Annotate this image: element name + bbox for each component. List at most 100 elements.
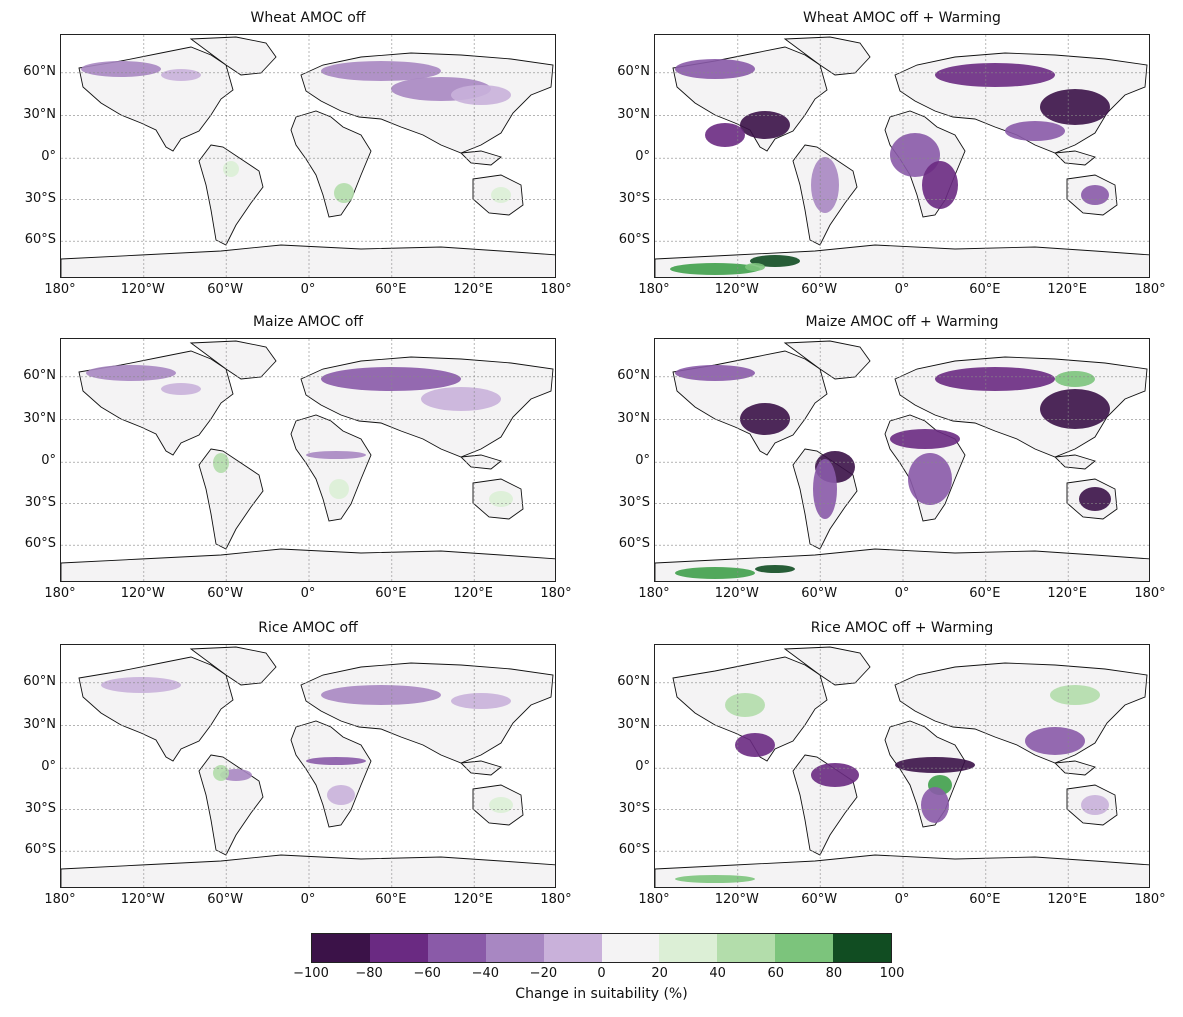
latitude-label: 60°N bbox=[23, 673, 56, 689]
suitability-change-region bbox=[750, 255, 800, 267]
map-panel-maize-amoc-off bbox=[60, 338, 556, 582]
colorbar-tick-label: 100 bbox=[879, 966, 905, 981]
suitability-change-region bbox=[705, 123, 745, 147]
latitude-label: 60°N bbox=[23, 63, 56, 79]
suitability-change-region bbox=[329, 479, 349, 499]
latitude-label: 60°S bbox=[618, 232, 650, 248]
suitability-change-region bbox=[489, 491, 513, 507]
suitability-change-region bbox=[321, 685, 441, 705]
colorbar-tick-label: 40 bbox=[709, 966, 726, 981]
suitability-change-region bbox=[670, 263, 760, 275]
suitability-change-region bbox=[491, 187, 511, 203]
latitude-label: 60°S bbox=[24, 842, 56, 858]
colorbar-segment bbox=[543, 934, 602, 962]
longitude-label: 60°W bbox=[207, 586, 244, 601]
landmass-outline bbox=[290, 414, 372, 522]
suitability-change-region bbox=[740, 403, 790, 435]
panel-title-maize-amoc-off-warming: Maize AMOC off + Warming bbox=[805, 314, 999, 330]
latitude-label: 30°S bbox=[24, 190, 56, 206]
suitability-change-region bbox=[213, 453, 229, 473]
longitude-label: 60°E bbox=[969, 282, 1001, 297]
suitability-change-region bbox=[908, 453, 952, 505]
colorbar-segment bbox=[427, 934, 486, 962]
longitude-label: 180° bbox=[1134, 586, 1166, 601]
suitability-change-region bbox=[1025, 727, 1085, 755]
latitude-label: 60°N bbox=[617, 367, 650, 383]
panel-title-wheat-amoc-off: Wheat AMOC off bbox=[250, 10, 366, 26]
longitude-label: 120°W bbox=[120, 282, 165, 297]
colorbar-segment bbox=[485, 934, 544, 962]
landmass-outline bbox=[655, 548, 1149, 581]
latitude-label: 0° bbox=[41, 453, 56, 469]
map-svg-maize-amoc-off bbox=[61, 339, 555, 581]
landmass-outline bbox=[655, 244, 1149, 277]
longitude-label: 120°E bbox=[1047, 282, 1087, 297]
latitude-label: 30°S bbox=[24, 800, 56, 816]
suitability-change-region bbox=[735, 733, 775, 757]
latitude-label: 0° bbox=[635, 149, 650, 165]
suitability-change-region bbox=[890, 429, 960, 449]
colorbar-tick-label: −20 bbox=[529, 966, 558, 981]
longitude-label: 0° bbox=[894, 282, 910, 297]
suitability-change-region bbox=[306, 757, 366, 765]
map-panel-maize-amoc-off-warming bbox=[654, 338, 1150, 582]
latitude-label: 0° bbox=[635, 453, 650, 469]
landmass-outline bbox=[189, 36, 277, 76]
map-panel-rice-amoc-off bbox=[60, 644, 556, 888]
latitude-label: 0° bbox=[635, 759, 650, 775]
colorbar-segment bbox=[312, 934, 370, 962]
colorbar-segment bbox=[369, 934, 428, 962]
suitability-change-region bbox=[1055, 371, 1095, 387]
latitude-label: 30°N bbox=[23, 410, 56, 426]
suitability-change-region bbox=[1050, 685, 1100, 705]
suitability-change-region bbox=[489, 797, 513, 813]
suitability-change-region bbox=[1081, 185, 1109, 205]
longitude-label: 180° bbox=[540, 892, 572, 907]
map-svg-rice-amoc-off bbox=[61, 645, 555, 887]
suitability-change-region bbox=[895, 757, 975, 773]
colorbar-segment bbox=[601, 934, 660, 962]
landmass-outline bbox=[189, 646, 277, 686]
latitude-label: 30°N bbox=[23, 106, 56, 122]
latitude-label: 60°N bbox=[617, 673, 650, 689]
longitude-label: 0° bbox=[300, 282, 316, 297]
longitude-label: 180° bbox=[44, 586, 76, 601]
suitability-change-region bbox=[321, 367, 461, 391]
latitude-label: 30°N bbox=[617, 716, 650, 732]
colorbar-tick-label: 0 bbox=[597, 966, 606, 981]
longitude-label: 60°E bbox=[375, 282, 407, 297]
longitude-label: 180° bbox=[1134, 892, 1166, 907]
longitude-label: 120°E bbox=[453, 586, 493, 601]
map-svg-maize-amoc-off-warming bbox=[655, 339, 1149, 581]
latitude-label: 60°S bbox=[618, 536, 650, 552]
map-svg-wheat-amoc-off-warming bbox=[655, 35, 1149, 277]
latitude-label: 60°S bbox=[24, 536, 56, 552]
latitude-label: 0° bbox=[41, 149, 56, 165]
colorbar-segment bbox=[775, 934, 834, 962]
suitability-change-region bbox=[890, 133, 940, 177]
colorbar-segment bbox=[717, 934, 776, 962]
suitability-change-region bbox=[101, 677, 181, 693]
latitude-label: 30°S bbox=[24, 494, 56, 510]
suitability-change-region bbox=[421, 387, 501, 411]
landmass-outline bbox=[61, 854, 555, 887]
colorbar-tick-label: −60 bbox=[413, 966, 441, 981]
suitability-change-region bbox=[935, 367, 1055, 391]
landmass-outline bbox=[655, 854, 1149, 887]
longitude-label: 120°W bbox=[120, 892, 165, 907]
colorbar bbox=[311, 933, 892, 963]
colorbar-tick-label: −100 bbox=[293, 966, 329, 981]
colorbar-tick-label: −40 bbox=[471, 966, 500, 981]
longitude-label: 0° bbox=[894, 586, 910, 601]
map-svg-rice-amoc-off-warming bbox=[655, 645, 1149, 887]
longitude-label: 180° bbox=[44, 282, 76, 297]
longitude-label: 0° bbox=[300, 586, 316, 601]
longitude-label: 120°W bbox=[120, 586, 165, 601]
latitude-label: 30°S bbox=[618, 800, 650, 816]
longitude-label: 120°W bbox=[714, 282, 759, 297]
longitude-label: 180° bbox=[638, 282, 670, 297]
suitability-change-region bbox=[327, 785, 355, 805]
longitude-label: 60°W bbox=[801, 586, 838, 601]
suitability-change-region bbox=[306, 451, 366, 459]
suitability-change-region bbox=[921, 787, 949, 823]
